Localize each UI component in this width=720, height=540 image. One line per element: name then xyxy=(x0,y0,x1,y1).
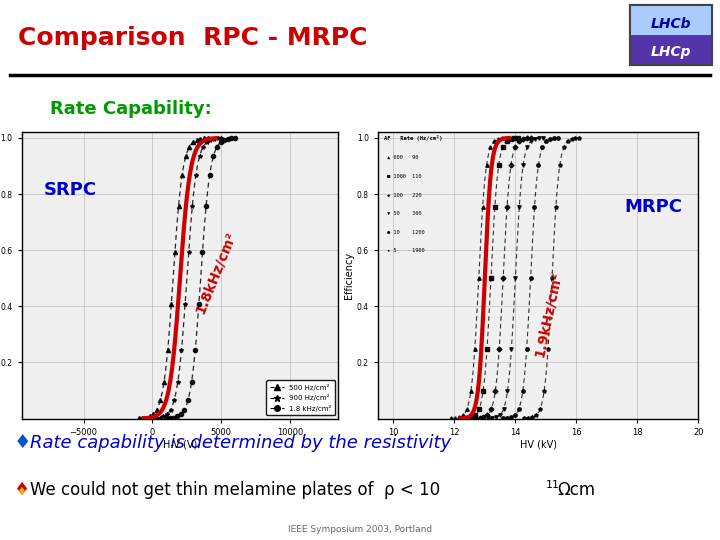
Text: Comparison  RPC - MRPC: Comparison RPC - MRPC xyxy=(18,26,367,50)
Text: 10: 10 xyxy=(130,400,143,410)
Text: LHCp: LHCp xyxy=(651,45,691,59)
X-axis label: H-V (V): H-V (V) xyxy=(163,440,197,449)
Text: Rate Capability:: Rate Capability: xyxy=(50,100,212,118)
Bar xyxy=(630,5,712,65)
Text: 12: 12 xyxy=(490,400,503,410)
Text: ♦: ♦ xyxy=(14,434,32,453)
Legend: 500 Hz/cm², 900 Hz/cm², 1.8 kHz/cm²: 500 Hz/cm², 900 Hz/cm², 1.8 kHz/cm² xyxy=(266,380,335,415)
Bar xyxy=(630,5,712,35)
Text: We could not get thin melamine plates of  ρ < 10: We could not get thin melamine plates of… xyxy=(30,481,440,499)
Text: Ωcm: Ωcm xyxy=(557,481,595,499)
Text: 1.9kHz/cm²: 1.9kHz/cm² xyxy=(532,271,564,359)
Text: ◆ 100   220: ◆ 100 220 xyxy=(384,192,422,198)
Text: LHCb: LHCb xyxy=(651,17,691,31)
Text: ▲ 600   90: ▲ 600 90 xyxy=(384,155,419,160)
Text: MRPC: MRPC xyxy=(625,198,683,217)
X-axis label: HV (kV): HV (kV) xyxy=(520,440,557,449)
Text: ● 10    1200: ● 10 1200 xyxy=(384,230,425,234)
Text: ρ ≈ 10: ρ ≈ 10 xyxy=(78,402,130,417)
Text: ■ 1000  110: ■ 1000 110 xyxy=(384,174,422,179)
Text: 1.8kHz/cm²: 1.8kHz/cm² xyxy=(193,230,238,315)
Text: AF   Rate (Hz/cm²): AF Rate (Hz/cm²) xyxy=(384,135,443,141)
Text: SRPC: SRPC xyxy=(44,181,97,199)
Bar xyxy=(630,5,712,65)
Text: Ωcm: Ωcm xyxy=(515,402,550,417)
Text: Rate capability is determined by the resistivity: Rate capability is determined by the res… xyxy=(30,434,451,452)
Bar xyxy=(630,35,712,65)
Text: IEEE Symposium 2003, Portland: IEEE Symposium 2003, Portland xyxy=(288,525,432,535)
Y-axis label: Efficiency: Efficiency xyxy=(344,252,354,299)
Text: ♦: ♦ xyxy=(16,487,26,497)
Text: 11: 11 xyxy=(546,480,560,490)
Text: ♦: ♦ xyxy=(14,481,30,499)
Text: ★ 5     1900: ★ 5 1900 xyxy=(384,248,425,253)
Text: Ωcm: Ωcm xyxy=(155,402,190,417)
Text: ρ ≈ 10: ρ ≈ 10 xyxy=(438,402,490,417)
Text: ▼ 50    360: ▼ 50 360 xyxy=(384,211,422,216)
